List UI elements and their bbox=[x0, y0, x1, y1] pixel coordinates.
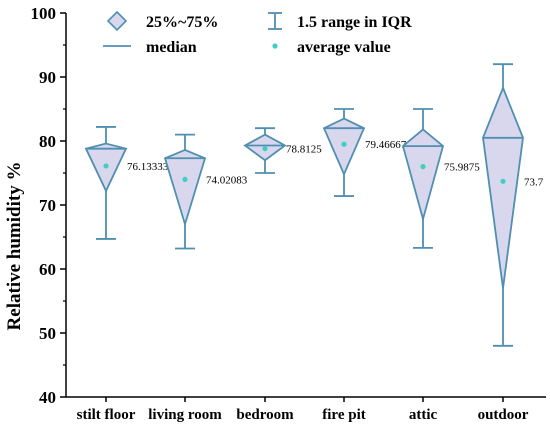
x-tick-label: fire pit bbox=[322, 407, 365, 423]
x-tick-label: stilt floor bbox=[77, 407, 136, 423]
box-stilt-floor: 76.13333 bbox=[84, 126, 169, 240]
legend-mean-label: average value bbox=[297, 39, 391, 56]
x-tick-label: outdoor bbox=[478, 407, 529, 423]
mean-dot bbox=[262, 146, 268, 152]
legend-box-icon bbox=[106, 10, 128, 32]
mean-value-label: 75.9875 bbox=[444, 162, 480, 174]
mean-dot bbox=[103, 163, 109, 169]
legend-mean-icon bbox=[272, 43, 278, 49]
legend-range-label: 1.5 range in IQR bbox=[297, 14, 412, 31]
iqr-diamond bbox=[482, 85, 524, 289]
mean-value-label: 79.46667 bbox=[365, 139, 407, 151]
x-tick-label: living room bbox=[148, 407, 222, 423]
legend: 25%~75% 1.5 range in IQR median average val… bbox=[103, 10, 412, 56]
box-attic: 75.9875 bbox=[401, 108, 480, 249]
x-tick-label: attic bbox=[409, 407, 438, 423]
iqr-diamond bbox=[163, 148, 207, 228]
y-tick-label: 90 bbox=[39, 68, 56, 87]
boxes: 76.13333 74.02083 78.8125 79.46667 75.9875 73… bbox=[84, 63, 544, 347]
box-fire-pit: 79.46667 bbox=[322, 108, 407, 197]
mean-dot bbox=[500, 178, 506, 184]
box-living-room: 74.02083 bbox=[163, 133, 248, 250]
y-tick-label: 100 bbox=[31, 4, 57, 23]
mean-dot bbox=[341, 141, 347, 147]
y-tick-label: 40 bbox=[39, 388, 56, 407]
box-outdoor: 73.7 bbox=[482, 63, 544, 347]
box-bedroom: 78.8125 bbox=[243, 127, 322, 174]
mean-value-label: 74.02083 bbox=[206, 174, 248, 186]
mean-dot bbox=[182, 176, 188, 182]
y-tick-label: 80 bbox=[39, 132, 56, 151]
axes: 40 50 60 70 80 90 100 stilt floor living room bed… bbox=[31, 4, 546, 423]
legend-median-label: median bbox=[146, 39, 197, 56]
mean-value-label: 73.7 bbox=[524, 176, 544, 188]
y-axis-title: Relative humidity % bbox=[4, 162, 25, 331]
y-tick-label: 70 bbox=[39, 196, 56, 215]
x-tick-label: bedroom bbox=[236, 407, 294, 423]
mean-dot bbox=[420, 164, 426, 170]
y-tick-label: 60 bbox=[39, 260, 56, 279]
legend-box-label: 25%~75% bbox=[146, 14, 218, 31]
mean-value-label: 76.13333 bbox=[127, 161, 169, 173]
mean-value-label: 78.8125 bbox=[286, 144, 322, 156]
y-tick-label: 50 bbox=[39, 324, 56, 343]
iqr-diamond bbox=[401, 128, 445, 223]
